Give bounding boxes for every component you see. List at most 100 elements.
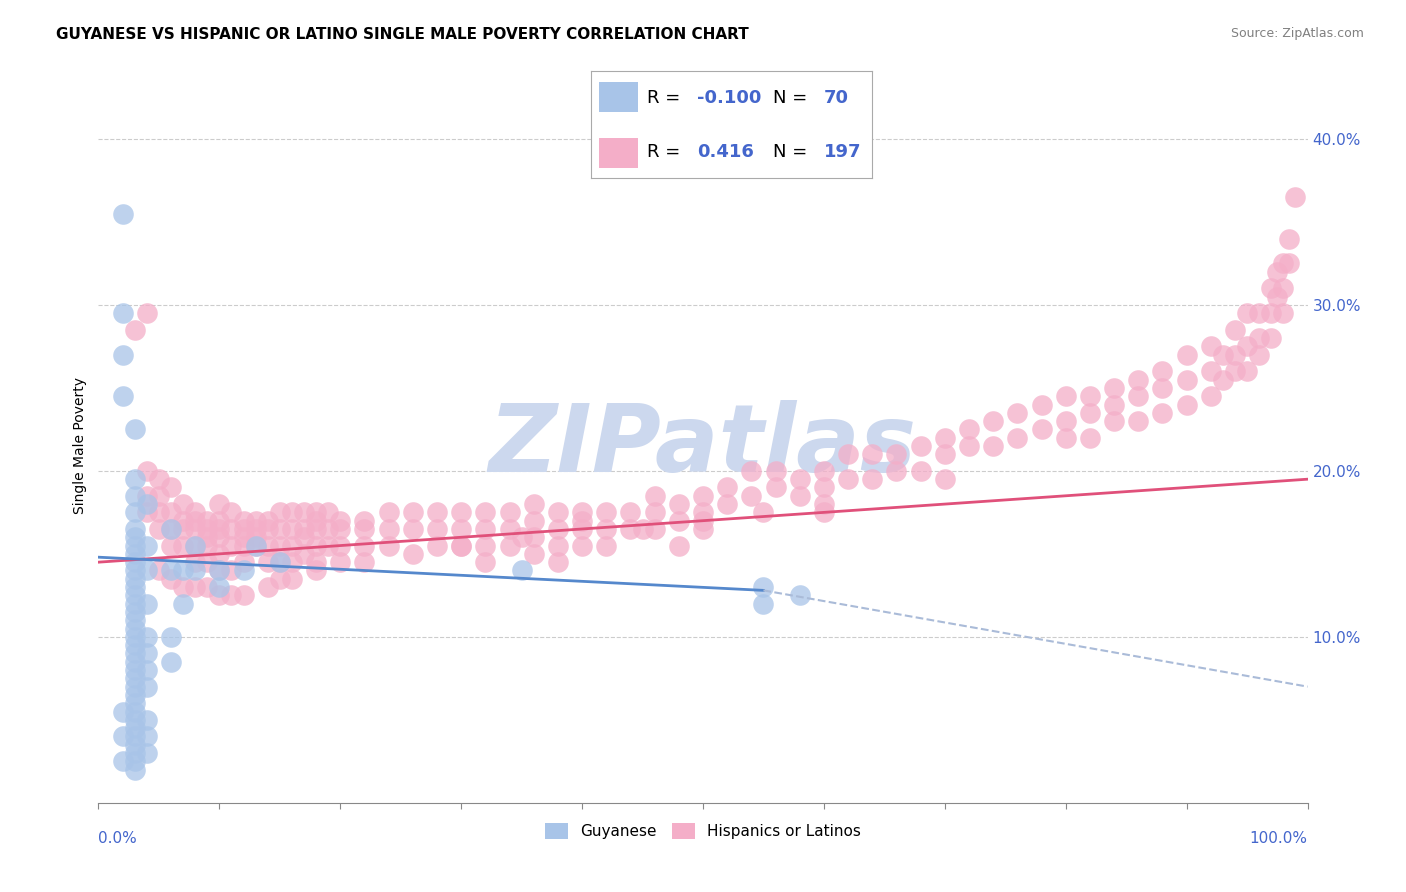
Point — [111, 389, 134, 403]
Point — [208, 514, 231, 528]
Point — [148, 522, 170, 536]
Point — [934, 431, 956, 445]
Point — [1152, 381, 1174, 395]
Point — [269, 555, 291, 569]
Point — [135, 505, 157, 519]
Point — [450, 539, 472, 553]
Point — [232, 564, 254, 578]
Point — [160, 522, 183, 536]
Point — [1223, 348, 1246, 362]
Point — [377, 522, 399, 536]
Point — [450, 522, 472, 536]
Text: ZIPatlas: ZIPatlas — [489, 400, 917, 492]
Point — [498, 505, 520, 519]
Point — [184, 522, 207, 536]
Text: Source: ZipAtlas.com: Source: ZipAtlas.com — [1230, 27, 1364, 40]
Point — [124, 630, 146, 644]
Point — [124, 638, 146, 652]
Point — [281, 505, 304, 519]
Point — [135, 730, 157, 744]
Point — [1199, 339, 1222, 353]
Point — [135, 663, 157, 677]
Point — [752, 597, 775, 611]
Point — [124, 663, 146, 677]
Point — [789, 472, 811, 486]
Point — [668, 539, 690, 553]
Point — [668, 497, 690, 511]
Point — [124, 655, 146, 669]
Point — [208, 530, 231, 544]
Point — [426, 539, 449, 553]
Point — [1102, 397, 1125, 411]
Point — [124, 472, 146, 486]
Point — [256, 539, 278, 553]
Point — [716, 497, 738, 511]
Point — [195, 539, 218, 553]
Point — [450, 505, 472, 519]
Point — [789, 588, 811, 602]
Point — [184, 514, 207, 528]
Point — [256, 522, 278, 536]
Point — [124, 522, 146, 536]
Point — [124, 564, 146, 578]
Point — [245, 530, 267, 544]
Point — [886, 447, 908, 461]
Point — [1078, 406, 1101, 420]
Point — [450, 539, 472, 553]
Point — [124, 572, 146, 586]
Text: 197: 197 — [824, 143, 862, 161]
Point — [474, 505, 496, 519]
Point — [474, 555, 496, 569]
Point — [498, 522, 520, 536]
Point — [172, 497, 194, 511]
Y-axis label: Single Male Poverty: Single Male Poverty — [73, 377, 87, 515]
Point — [269, 539, 291, 553]
Point — [329, 555, 352, 569]
Point — [426, 522, 449, 536]
Point — [221, 588, 243, 602]
Point — [172, 580, 194, 594]
Point — [281, 539, 304, 553]
Point — [377, 505, 399, 519]
FancyBboxPatch shape — [599, 82, 638, 112]
Point — [305, 564, 328, 578]
Point — [631, 522, 654, 536]
Point — [148, 564, 170, 578]
Point — [1128, 414, 1150, 428]
Point — [124, 605, 146, 619]
Point — [860, 447, 883, 461]
Point — [981, 439, 1004, 453]
Point — [692, 514, 714, 528]
Point — [1128, 389, 1150, 403]
Point — [135, 539, 157, 553]
Point — [1212, 348, 1234, 362]
Point — [184, 539, 207, 553]
Point — [292, 505, 315, 519]
Point — [172, 539, 194, 553]
Point — [208, 564, 231, 578]
Point — [765, 481, 787, 495]
Point — [305, 555, 328, 569]
Point — [1278, 256, 1301, 270]
Point — [1054, 414, 1077, 428]
Text: 0.0%: 0.0% — [98, 831, 138, 847]
Point — [232, 539, 254, 553]
Point — [316, 522, 339, 536]
Point — [124, 323, 146, 337]
Point — [571, 539, 593, 553]
Point — [329, 522, 352, 536]
Point — [644, 522, 666, 536]
Point — [305, 522, 328, 536]
Point — [208, 580, 231, 594]
Point — [837, 447, 859, 461]
FancyBboxPatch shape — [599, 137, 638, 168]
Point — [329, 539, 352, 553]
Point — [957, 439, 980, 453]
Point — [256, 555, 278, 569]
Point — [377, 539, 399, 553]
Point — [208, 497, 231, 511]
Point — [1272, 306, 1295, 320]
Point — [498, 539, 520, 553]
Point — [571, 505, 593, 519]
Point — [172, 522, 194, 536]
